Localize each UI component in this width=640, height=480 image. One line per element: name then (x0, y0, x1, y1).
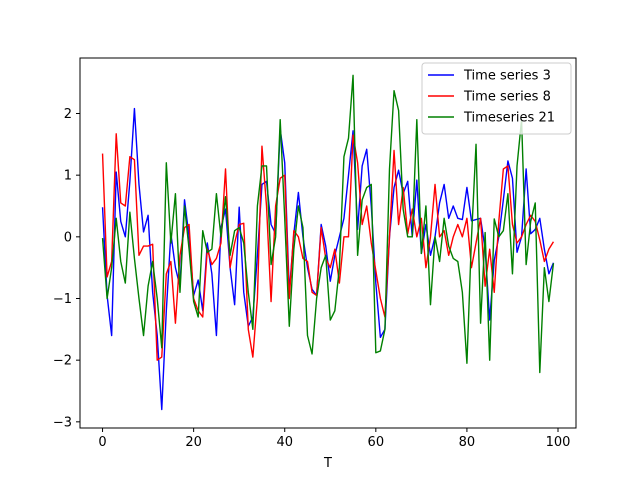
x-axis-label: T (323, 456, 332, 471)
legend-label: Time series 3 (463, 69, 551, 84)
legend: Time series 3 Time series 8 Timeseries 21 (421, 62, 572, 135)
series-line-3 (101, 74, 555, 374)
plot-frame (79, 57, 577, 429)
y-tick-label: 1 (64, 169, 72, 184)
x-tick-label: 40 (276, 435, 293, 450)
x-tick-label: 100 (546, 435, 571, 450)
y-axis: −3 −2 −1 0 1 2 (53, 107, 80, 430)
x-tick-label: 60 (368, 435, 385, 450)
legend-label: Time series 8 (463, 90, 551, 105)
y-tick-label: −2 (53, 354, 72, 369)
y-tick-label: −3 (53, 415, 72, 430)
x-axis: 0 20 40 60 80 100 (98, 428, 570, 450)
y-tick-label: −1 (53, 292, 72, 307)
x-tick-label: 20 (185, 435, 202, 450)
legend-box (421, 62, 572, 135)
legend-label: Timeseries 21 (463, 111, 555, 126)
x-tick-label: 0 (98, 435, 106, 450)
y-tick-label: 2 (64, 107, 72, 122)
y-tick-label: 0 (64, 230, 72, 245)
x-tick-label: 80 (459, 435, 476, 450)
series-layer (101, 74, 555, 411)
